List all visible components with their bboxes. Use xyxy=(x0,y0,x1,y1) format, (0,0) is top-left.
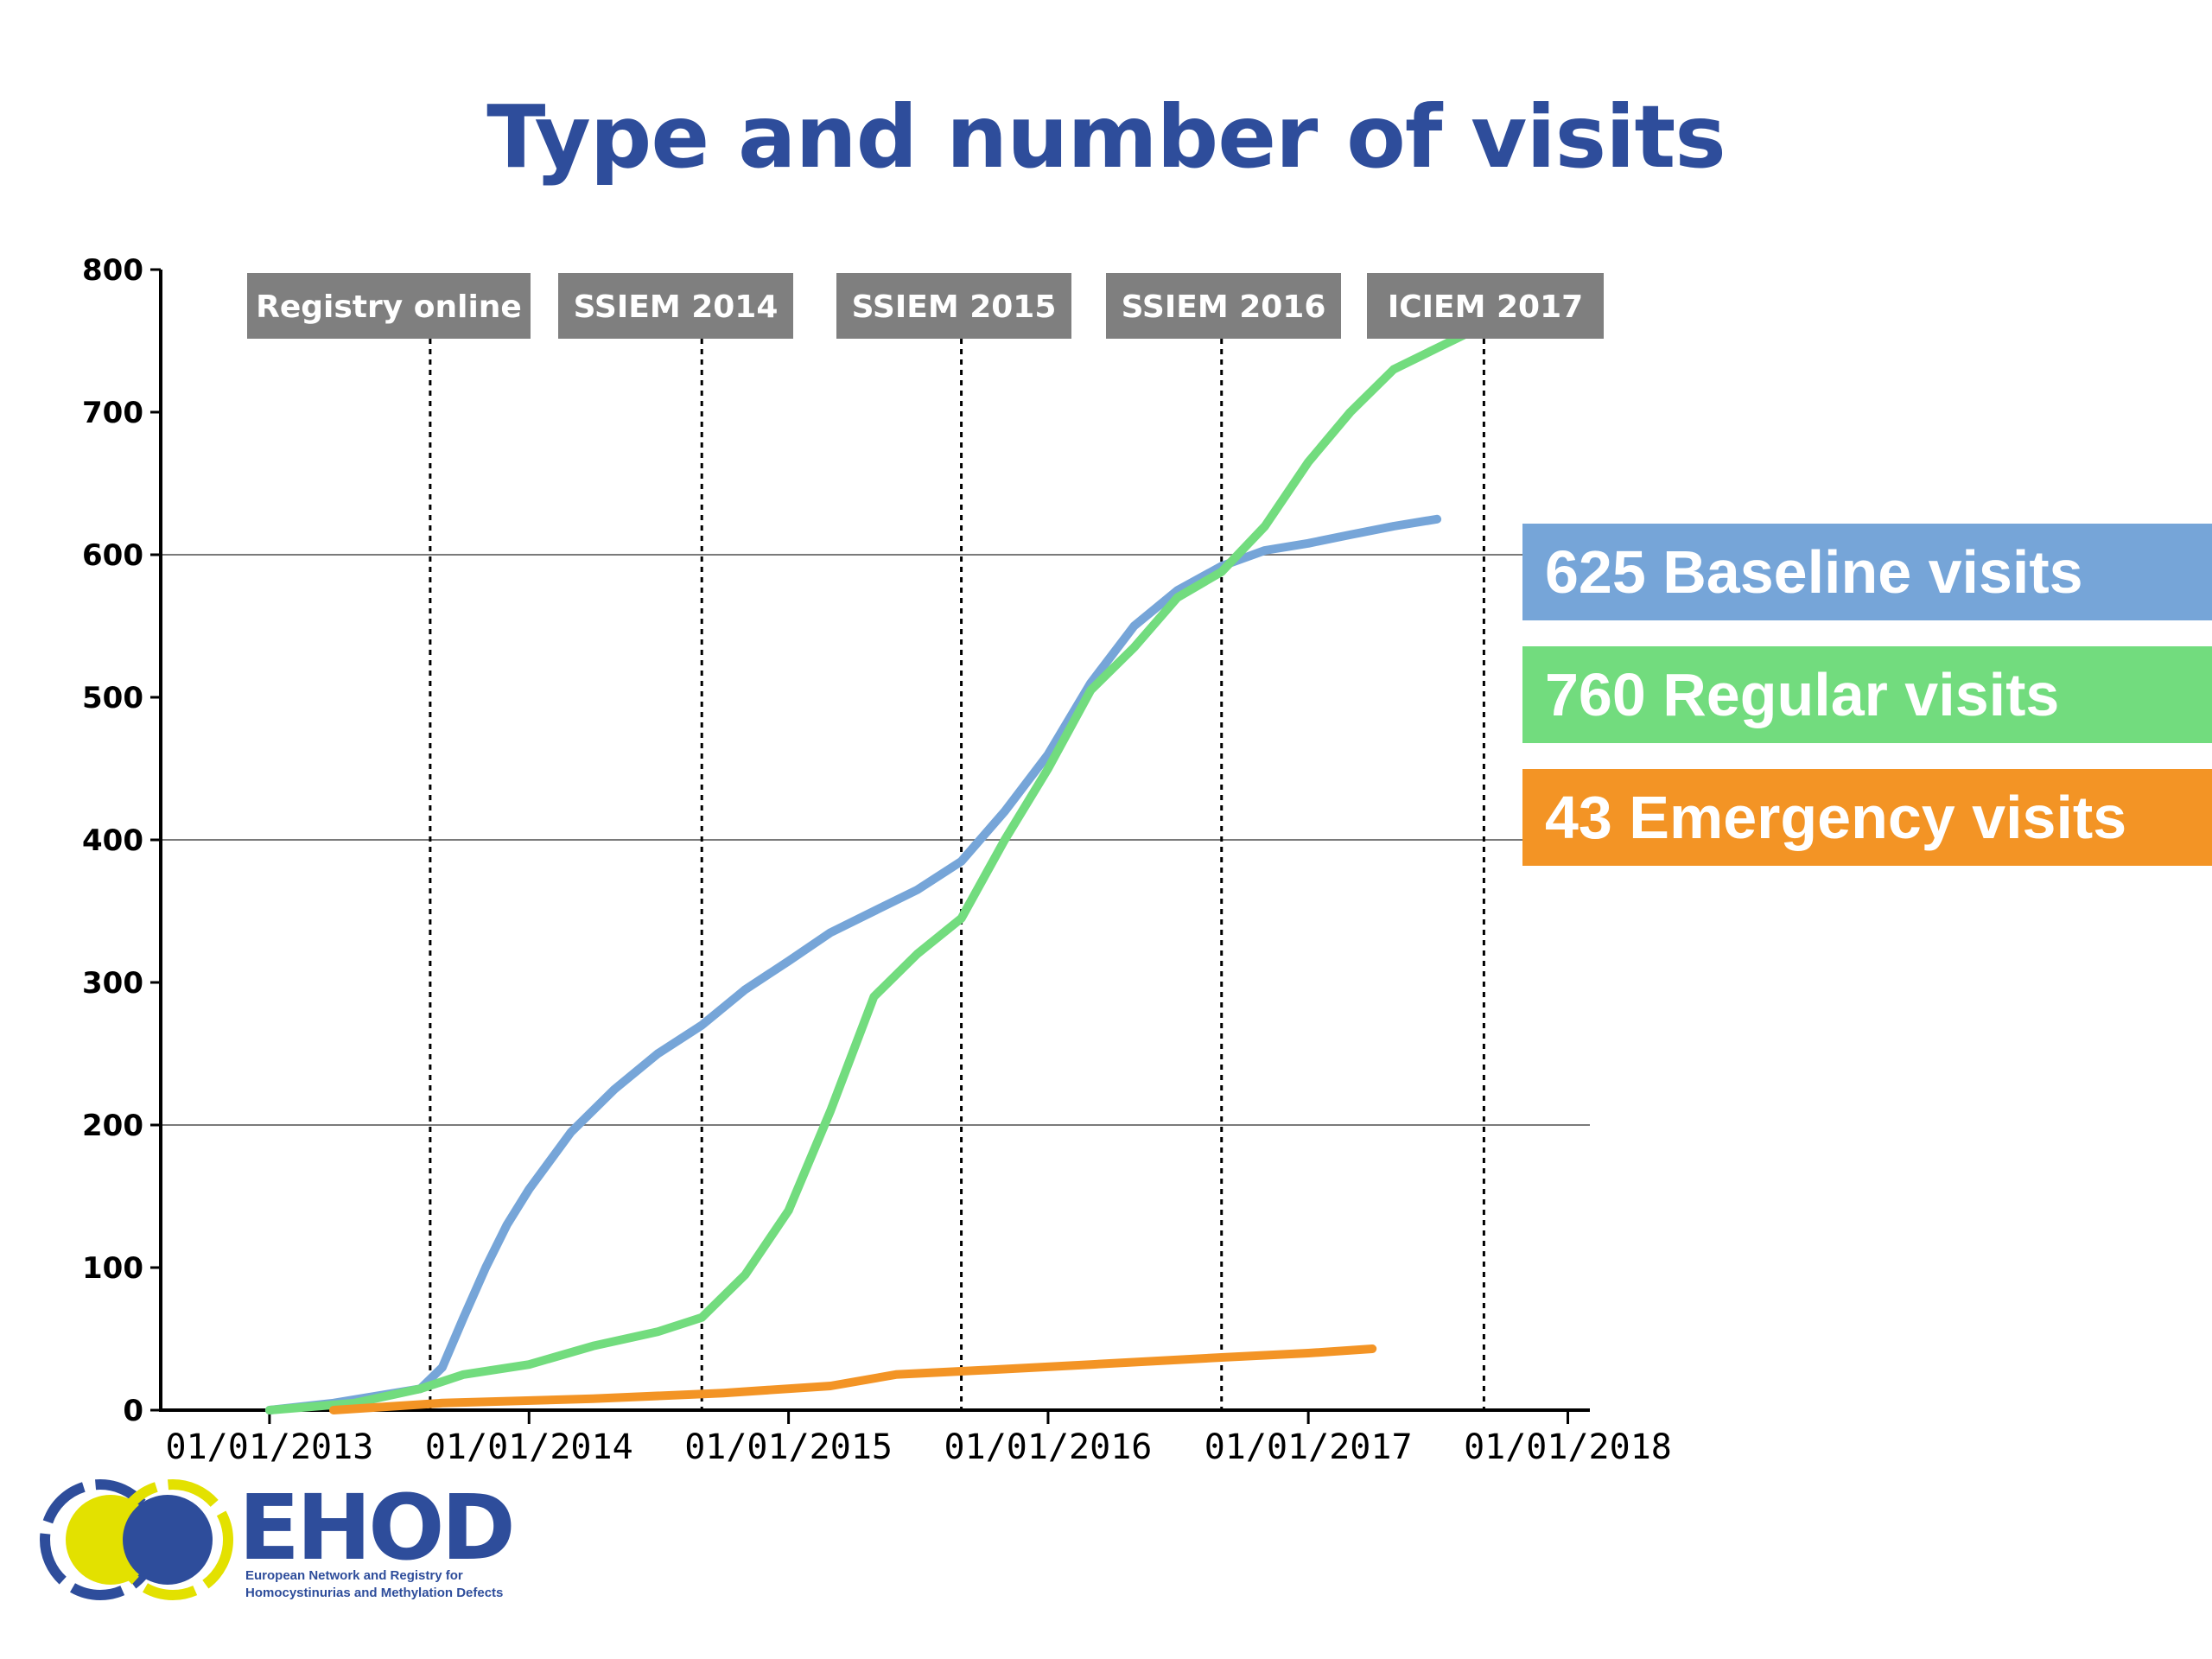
event-box-0 xyxy=(247,273,531,339)
legend-regular: 760 Regular visits xyxy=(1522,646,2212,743)
y-tick-label-300: 300 xyxy=(82,966,143,1001)
series-lines xyxy=(264,322,1486,1414)
x-tick-label-5: 01/01/2018 xyxy=(1464,1427,1672,1467)
y-tick-label-600: 600 xyxy=(82,538,143,573)
series-line-baseline-visits xyxy=(264,514,1442,1414)
ehod-logo: EHOD European Network and Registry for H… xyxy=(40,1475,516,1600)
event-label-3: SSIEM 2016 xyxy=(1122,289,1326,325)
x-ticks: 01/01/2013 01/01/2014 01/01/2015 01/01/2016… xyxy=(165,1410,1672,1467)
event-lines xyxy=(429,339,1485,1410)
y-tick-label-0: 0 xyxy=(123,1394,143,1428)
legend-emergency: 43 Emergency visits xyxy=(1522,769,2212,866)
logo-disc-blue xyxy=(123,1495,213,1585)
y-tick-label-500: 500 xyxy=(82,681,143,715)
y-tick-label-700: 700 xyxy=(82,396,143,430)
event-box-2 xyxy=(836,273,1071,339)
logo-wordmark: EHOD xyxy=(238,1475,512,1580)
x-tick-label-2: 01/01/2015 xyxy=(684,1427,893,1467)
event-box-4 xyxy=(1367,273,1604,339)
slide-title: Type and number of visits xyxy=(486,86,1726,188)
y-tick-label-100: 100 xyxy=(82,1251,143,1286)
x-tick-label-3: 01/01/2016 xyxy=(944,1427,1153,1467)
y-tick-label-800: 800 xyxy=(82,253,143,288)
x-tick-label-4: 01/01/2017 xyxy=(1205,1427,1413,1467)
gridlines xyxy=(161,554,1590,1126)
x-tick-label-1: 01/01/2014 xyxy=(425,1427,633,1467)
event-label-4: ICIEM 2017 xyxy=(1388,289,1583,325)
series-line-emergency-visits xyxy=(329,1344,1377,1414)
y-tick-label-400: 400 xyxy=(82,823,143,858)
logo-tagline-1: European Network and Registry for xyxy=(245,1568,463,1583)
legend-baseline: 625 Baseline visits xyxy=(1522,524,2212,620)
series-line-regular-visits xyxy=(264,322,1486,1414)
event-label-0: Registry online xyxy=(256,289,522,325)
event-label-2: SSIEM 2015 xyxy=(852,289,1057,325)
event-box-3 xyxy=(1106,273,1341,339)
event-label-1: SSIEM 2014 xyxy=(574,289,779,325)
y-ticks: 0 100 200 300 400 500 600 700 800 xyxy=(82,253,161,1428)
event-labels: Registry online SSIEM 2014 SSIEM 2015 SSIEM… xyxy=(247,273,1604,339)
logo-tagline-2: Homocystinurias and Methylation Defects xyxy=(245,1586,503,1600)
y-tick-label-200: 200 xyxy=(82,1109,143,1143)
event-box-1 xyxy=(558,273,793,339)
x-tick-label-0: 01/01/2013 xyxy=(165,1427,373,1467)
